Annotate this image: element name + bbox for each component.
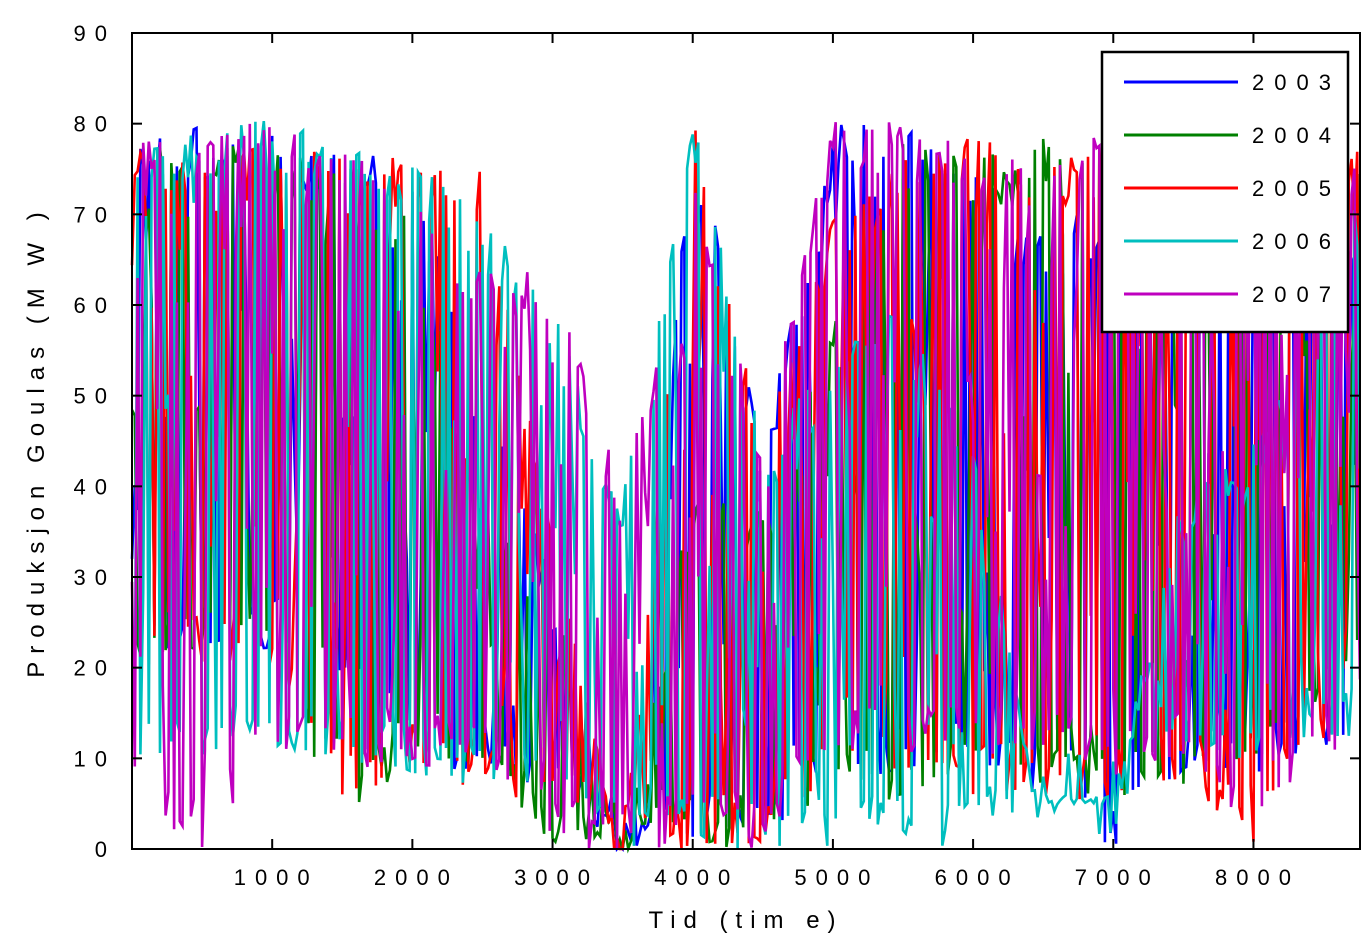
legend-label-2004: 2004 xyxy=(1252,123,1341,148)
legend-box xyxy=(1100,50,1350,334)
x-tick-label: 6000 xyxy=(935,865,1020,890)
plot-frame xyxy=(131,32,1361,850)
y-tick-label: 80 xyxy=(74,112,116,137)
y-tick-label: 70 xyxy=(74,202,116,227)
x-tick-label: 8000 xyxy=(1215,865,1300,890)
y-tick-label: 50 xyxy=(74,384,116,409)
y-tick-label: 0 xyxy=(95,837,116,862)
x-axis-title: Tid (tim e) xyxy=(648,907,843,934)
y-tick-label: 30 xyxy=(74,565,116,590)
legend-label-2007: 2007 xyxy=(1252,282,1341,307)
series-line-2007 xyxy=(130,117,1361,849)
x-tick-label: 4000 xyxy=(654,865,739,890)
tick-layer: 1000 2000 3000 4000 5000 6000 7000 8000 0 10 20 30 4… xyxy=(74,21,1360,890)
legend-label-2006: 2006 xyxy=(1252,229,1341,254)
y-tick-label: 10 xyxy=(74,746,116,771)
y-tick-label: 60 xyxy=(74,293,116,318)
y-tick-label: 40 xyxy=(74,474,116,499)
legend-label-2003: 2003 xyxy=(1252,70,1341,95)
legend: 2003 2004 2005 2006 2007 xyxy=(1100,50,1350,334)
y-tick-label: 90 xyxy=(74,21,116,46)
x-tick-label: 1000 xyxy=(234,865,319,890)
x-tick-label: 2000 xyxy=(374,865,459,890)
y-tick-label: 20 xyxy=(74,656,116,681)
x-tick-label: 3000 xyxy=(514,865,599,890)
legend-label-2005: 2005 xyxy=(1252,176,1341,201)
x-tick-label: 5000 xyxy=(794,865,879,890)
y-axis-title: Produksjon Goulas (M W ) xyxy=(23,204,50,677)
x-tick-label: 7000 xyxy=(1075,865,1160,890)
